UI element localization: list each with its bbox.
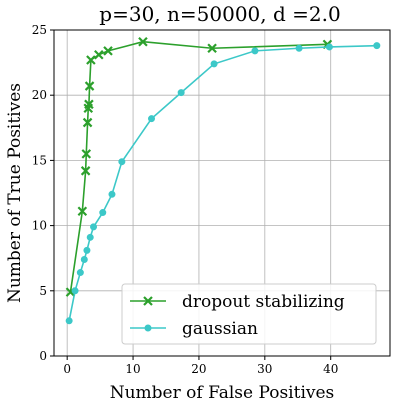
y-tick-label: 5 — [39, 284, 47, 298]
series-line — [69, 40, 328, 293]
data-point — [99, 209, 107, 217]
chart-title: p=30, n=50000, d =2.0 — [99, 2, 340, 26]
data-point — [295, 44, 303, 52]
x-tick-label: 10 — [125, 362, 140, 376]
data-point — [71, 287, 79, 295]
y-tick-label: 10 — [32, 219, 47, 233]
plot-frame — [53, 29, 391, 357]
data-point — [94, 49, 104, 60]
data-point — [86, 55, 96, 65]
data-point — [77, 206, 88, 217]
x-tick-label: 20 — [191, 362, 206, 376]
data-point — [81, 149, 92, 159]
data-point — [251, 47, 259, 55]
data-point — [82, 117, 93, 128]
legend-entry: dropout stabilizing — [130, 292, 345, 312]
y-tick-label: 20 — [32, 88, 47, 102]
y-axis-label: Number of True Positives — [5, 83, 25, 303]
data-point — [118, 158, 126, 166]
legend: dropout stabilizing gaussian — [121, 283, 377, 345]
data-point — [148, 115, 156, 123]
data-point — [84, 99, 94, 110]
data-point — [373, 42, 381, 50]
ticks: 0 10 20 30 40 0 5 10 15 20 25 — [32, 23, 339, 376]
x-axis-label: Number of False Positives — [110, 383, 335, 400]
legend-label: gaussian — [182, 319, 258, 339]
legend-label: dropout stabilizing — [182, 292, 345, 312]
data-point — [84, 81, 95, 91]
data-point — [83, 246, 91, 254]
data-point — [207, 43, 217, 54]
x-tick-label: 40 — [323, 362, 338, 376]
data-point — [90, 223, 98, 231]
x-tick-label: 30 — [257, 362, 272, 376]
series-layer — [65, 36, 381, 325]
series-gaussian — [65, 42, 381, 325]
data-point — [138, 36, 148, 47]
data-point — [86, 233, 94, 241]
data-point — [80, 166, 91, 176]
data-point — [65, 317, 73, 325]
x-tick-label: 0 — [63, 362, 71, 376]
y-tick-label: 0 — [39, 349, 47, 363]
legend-box — [121, 283, 377, 345]
y-tick-label: 15 — [32, 153, 47, 167]
data-point — [210, 60, 218, 68]
y-tick-label: 25 — [32, 23, 47, 37]
legend-swatch-marker — [144, 324, 152, 332]
legend-swatch-marker — [143, 296, 153, 306]
data-point — [108, 190, 116, 198]
legend-entries: dropout stabilizing gaussian — [130, 292, 345, 339]
data-point — [103, 46, 113, 56]
data-point — [76, 269, 84, 277]
data-point — [325, 43, 333, 51]
data-point — [177, 89, 185, 97]
legend-entry: gaussian — [130, 319, 258, 339]
data-point — [80, 256, 88, 264]
